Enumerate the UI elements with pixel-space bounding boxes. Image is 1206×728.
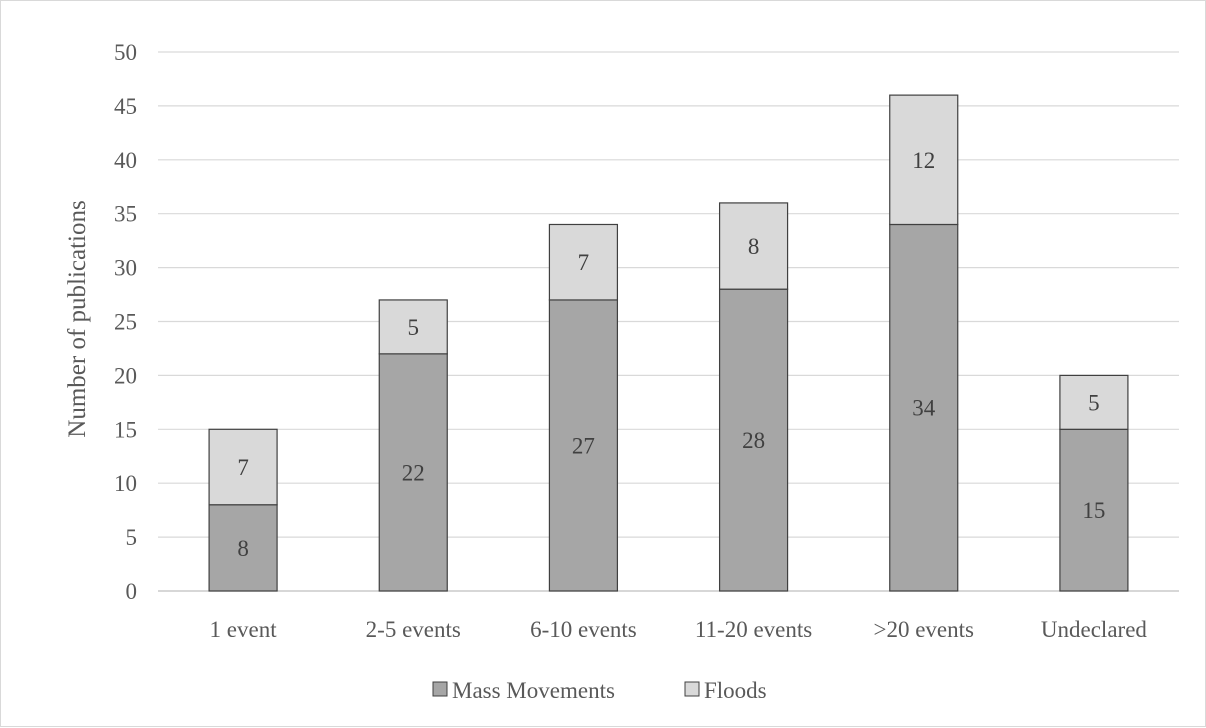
bar-mass-movements bbox=[378, 353, 448, 592]
bar-floods bbox=[1059, 374, 1129, 430]
bar-mass-movements bbox=[548, 299, 619, 592]
x-tick-label: 6-10 events bbox=[530, 617, 637, 642]
x-tick-label: 1 event bbox=[210, 617, 278, 642]
bar-mass-movements bbox=[208, 504, 278, 592]
y-tick-label: 20 bbox=[114, 363, 137, 388]
y-tick-label: 30 bbox=[114, 256, 137, 281]
data-label-floods: 12 bbox=[912, 148, 935, 173]
data-label-mass-movements: 8 bbox=[237, 536, 249, 561]
gridlines bbox=[158, 51, 1179, 592]
bar-floods bbox=[889, 94, 959, 226]
y-tick-label: 10 bbox=[114, 471, 137, 496]
y-tick-label: 15 bbox=[114, 417, 137, 442]
legend-swatch-mass-movements bbox=[432, 681, 448, 697]
data-label-mass-movements: 28 bbox=[742, 428, 765, 453]
x-tick-label: Undeclared bbox=[1041, 617, 1147, 642]
bar-floods bbox=[208, 428, 278, 506]
data-label-floods: 8 bbox=[748, 234, 760, 259]
bars: 8 7 22 5 27 7 28 8 34 12 15 5 bbox=[208, 94, 1129, 592]
bar-floods bbox=[548, 223, 619, 301]
legend-label-floods: Floods bbox=[704, 678, 767, 703]
data-label-mass-movements: 22 bbox=[402, 460, 425, 485]
legend: Mass Movements Floods bbox=[432, 678, 767, 703]
data-label-mass-movements: 15 bbox=[1082, 498, 1105, 523]
y-tick-label: 50 bbox=[114, 40, 137, 65]
y-tick-label: 5 bbox=[126, 525, 138, 550]
y-tick-label: 35 bbox=[114, 202, 137, 227]
y-tick-label: 40 bbox=[114, 148, 137, 173]
legend-label-mass-movements: Mass Movements bbox=[452, 678, 615, 703]
data-label-floods: 7 bbox=[237, 455, 249, 480]
x-tick-label: 2-5 events bbox=[366, 617, 461, 642]
y-axis-ticks: 0 5 10 15 20 25 30 35 40 45 50 bbox=[114, 40, 137, 604]
bar-mass-movements bbox=[889, 223, 959, 592]
bar-mass-movements bbox=[1059, 428, 1129, 592]
data-label-mass-movements: 27 bbox=[572, 433, 595, 458]
bar-mass-movements bbox=[718, 288, 789, 592]
bar-floods bbox=[378, 299, 448, 355]
bar-floods bbox=[718, 202, 789, 290]
data-label-floods: 7 bbox=[578, 250, 590, 275]
data-label-mass-movements: 34 bbox=[912, 396, 936, 421]
x-tick-label: >20 events bbox=[874, 617, 975, 642]
legend-swatch-floods bbox=[684, 681, 700, 697]
y-axis-label: Number of publications bbox=[64, 200, 91, 437]
y-tick-label: 45 bbox=[114, 94, 137, 119]
data-label-floods: 5 bbox=[1088, 390, 1100, 415]
x-axis-ticks: 1 event 2-5 events 6-10 events 11-20 events… bbox=[210, 617, 1148, 642]
data-label-floods: 5 bbox=[408, 315, 420, 340]
x-tick-label: 11-20 events bbox=[695, 617, 812, 642]
y-tick-label: 0 bbox=[126, 579, 138, 604]
y-tick-label: 25 bbox=[114, 310, 137, 335]
